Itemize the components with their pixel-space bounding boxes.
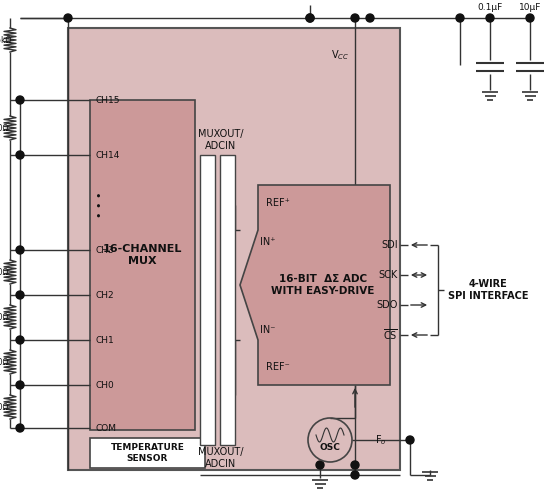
- Circle shape: [351, 471, 359, 479]
- Circle shape: [306, 14, 314, 22]
- Circle shape: [306, 14, 314, 22]
- Text: 0.1μF: 0.1μF: [477, 3, 503, 12]
- Circle shape: [406, 436, 414, 444]
- Circle shape: [351, 14, 359, 22]
- Polygon shape: [240, 185, 390, 385]
- Text: REF⁺: REF⁺: [266, 198, 290, 208]
- Text: 3.35kΩ: 3.35kΩ: [0, 35, 12, 44]
- Text: CH15: CH15: [95, 96, 119, 105]
- Text: 16-BIT  ΔΣ ADC
WITH EASY-DRIVE: 16-BIT ΔΣ ADC WITH EASY-DRIVE: [271, 274, 375, 296]
- Text: V$_{CC}$: V$_{CC}$: [331, 48, 349, 62]
- Text: $\overline{\mathrm{CS}}$: $\overline{\mathrm{CS}}$: [383, 328, 398, 343]
- Text: 100Ω: 100Ω: [0, 124, 8, 132]
- Text: COM: COM: [95, 423, 116, 432]
- Text: REF⁻: REF⁻: [266, 362, 290, 372]
- Text: 100Ω: 100Ω: [0, 267, 8, 276]
- Text: CH1: CH1: [95, 336, 114, 345]
- Text: SDO: SDO: [377, 300, 398, 310]
- Circle shape: [351, 461, 359, 469]
- Text: F$_o$: F$_o$: [375, 433, 387, 447]
- Text: IN⁻: IN⁻: [260, 325, 276, 335]
- Text: 100Ω: 100Ω: [0, 402, 8, 411]
- Circle shape: [16, 151, 24, 159]
- Text: CH3: CH3: [95, 246, 114, 254]
- Circle shape: [366, 14, 374, 22]
- Circle shape: [316, 461, 324, 469]
- Text: SDI: SDI: [381, 240, 398, 250]
- Circle shape: [456, 14, 464, 22]
- Text: SCK: SCK: [379, 270, 398, 280]
- Text: • • •: • • •: [95, 192, 105, 218]
- Bar: [90, 100, 195, 430]
- Text: TEMPERATURE
SENSOR: TEMPERATURE SENSOR: [111, 443, 184, 463]
- Bar: [90, 438, 205, 468]
- Text: MUXOUT/
ADCIN: MUXOUT/ ADCIN: [198, 447, 243, 469]
- Bar: [220, 155, 235, 445]
- Circle shape: [16, 246, 24, 254]
- Text: 16-CHANNEL
MUX: 16-CHANNEL MUX: [103, 244, 182, 266]
- Circle shape: [16, 381, 24, 389]
- Circle shape: [16, 424, 24, 432]
- Text: MUXOUT/
ADCIN: MUXOUT/ ADCIN: [198, 129, 243, 151]
- Text: 10μF: 10μF: [519, 3, 541, 12]
- Text: CH0: CH0: [95, 380, 114, 389]
- Text: 4-WIRE
SPI INTERFACE: 4-WIRE SPI INTERFACE: [448, 279, 529, 301]
- Bar: [200, 155, 215, 445]
- Bar: [68, 28, 400, 470]
- Circle shape: [64, 14, 72, 22]
- Text: OSC: OSC: [320, 443, 340, 452]
- Text: 100Ω: 100Ω: [0, 358, 8, 367]
- Circle shape: [526, 14, 534, 22]
- Text: CH2: CH2: [95, 290, 114, 299]
- Text: CH14: CH14: [95, 150, 119, 159]
- Text: IN⁺: IN⁺: [260, 237, 276, 247]
- Text: 100Ω: 100Ω: [0, 313, 8, 322]
- Circle shape: [16, 336, 24, 344]
- Circle shape: [486, 14, 494, 22]
- Circle shape: [16, 291, 24, 299]
- Text: 5V: 5V: [303, 0, 317, 2]
- Circle shape: [16, 96, 24, 104]
